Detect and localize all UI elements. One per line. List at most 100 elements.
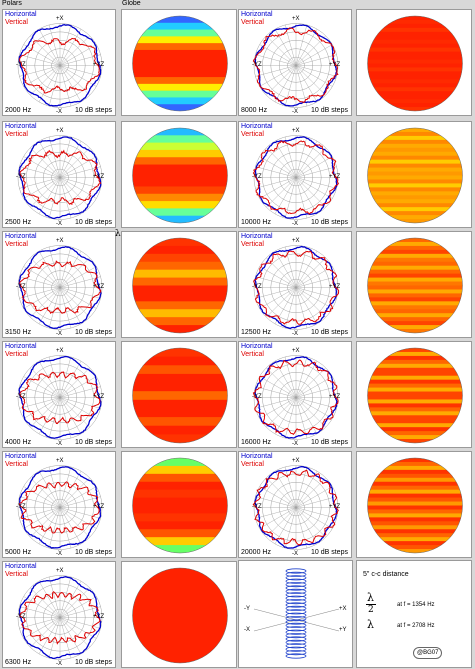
globe-band: [367, 549, 463, 553]
polar-svg: [17, 575, 103, 660]
grid-spoke: [266, 35, 297, 66]
polars-header: Polars: [2, 0, 22, 7]
grid-spoke: [59, 477, 90, 508]
globe-outline: [367, 237, 463, 334]
globe-band: [367, 407, 463, 412]
globe-band: [367, 199, 463, 204]
axis-plus-x: +X: [56, 15, 64, 22]
axis-minus-yz: -YZ: [252, 393, 262, 400]
polar-plot-left-2: Horizontal Vertical 3150 Hz 10 dB steps +X -X…: [2, 231, 116, 338]
grid-spoke: [274, 471, 297, 508]
horizontal-trace: [18, 355, 102, 439]
axis-minus-x: -X: [292, 330, 298, 337]
globe-band: [367, 183, 463, 188]
axis-plus-x: +X: [292, 347, 300, 354]
globe-band: [367, 71, 463, 76]
globe-band: [132, 434, 228, 443]
globe-band: [132, 97, 228, 105]
globe-band: [367, 363, 463, 369]
globe-plot-right-2: [356, 231, 472, 338]
globe-band: [367, 103, 463, 108]
vertical-trace: [253, 250, 340, 325]
array-driver: [285, 585, 307, 591]
array-driver: [285, 598, 307, 605]
axis-minus-yz: -YZ: [16, 61, 26, 68]
globe-band: [367, 427, 463, 432]
grid-spoke: [295, 246, 308, 288]
array-driver: [285, 588, 307, 594]
polar-plot-right-3: Horizontal Vertical 16000 Hz 10 dB steps +X -…: [238, 341, 352, 448]
axis-plus-x: +X: [56, 567, 64, 574]
grid-spoke: [38, 141, 61, 178]
globe-band: [132, 128, 228, 136]
globe-band: [367, 35, 463, 41]
globe-band: [367, 403, 463, 408]
full-freq-label: at f = 2708 Hz: [397, 623, 435, 629]
legend-horizontal: Horizontal: [5, 453, 37, 460]
grid-spoke: [295, 141, 318, 178]
steps-label: 10 dB steps: [311, 329, 348, 336]
grid-spoke: [38, 361, 61, 398]
grid-spoke: [295, 266, 333, 288]
axis-plus-yz: +YZ: [329, 393, 341, 400]
globe-band: [367, 465, 463, 471]
grid-spoke: [295, 65, 308, 107]
grid-spoke: [59, 496, 101, 508]
globe-band: [132, 269, 228, 279]
globe-band: [367, 289, 463, 295]
globe-outline: [132, 127, 228, 224]
grid-spoke: [23, 596, 61, 618]
horizontal-trace: [18, 246, 102, 329]
grid-spoke: [259, 486, 297, 508]
globe-plot-right-0: [356, 9, 472, 116]
array-driver: [285, 602, 307, 608]
grid-spoke: [295, 177, 337, 189]
grid-spoke: [259, 266, 297, 288]
globe-band: [367, 269, 463, 275]
grid-spoke: [23, 486, 61, 508]
globe-band: [132, 253, 228, 263]
frequency-label: 10000 Hz: [241, 219, 271, 226]
grid-spoke: [59, 177, 97, 199]
globe-band: [367, 351, 463, 357]
grid-spoke: [295, 507, 333, 529]
globe-band: [367, 497, 463, 503]
steps-label: 10 dB steps: [75, 659, 112, 666]
grid-spoke: [295, 356, 308, 398]
globe-band: [367, 285, 463, 291]
array-driver: [285, 639, 307, 646]
polar-svg: [253, 245, 340, 330]
globe-band: [367, 139, 463, 145]
grid-spoke: [295, 65, 326, 96]
grid-spoke: [30, 147, 61, 178]
array-driver: [285, 571, 307, 577]
globe-band: [367, 131, 463, 137]
globe-svg: [367, 457, 463, 554]
globe-band: [367, 537, 463, 542]
grid-spoke: [59, 386, 101, 398]
array-driver: [285, 615, 307, 622]
globe-band: [367, 533, 463, 538]
axis-plus-yz: +YZ: [329, 283, 341, 290]
globe-outline: [132, 237, 228, 334]
globe-band: [367, 477, 463, 483]
globe-band: [367, 99, 463, 104]
legend-vertical: Vertical: [5, 131, 28, 138]
globe-band: [132, 521, 228, 530]
globe-band: [132, 529, 228, 538]
globe-band: [132, 513, 228, 522]
axis-minus-x: -X: [56, 550, 62, 557]
array-driver: [285, 626, 307, 632]
grid-spoke: [274, 141, 297, 178]
legend-vertical: Vertical: [5, 461, 28, 468]
globe-plot-left-5: [121, 561, 237, 668]
globe-band: [367, 485, 463, 491]
legend-vertical: Vertical: [241, 461, 264, 468]
globe-band: [367, 461, 463, 467]
grid-spoke: [274, 65, 297, 102]
frequency-label: 20000 Hz: [241, 549, 271, 556]
grid-spoke: [48, 507, 61, 549]
globe-band: [367, 143, 463, 149]
globe-band: [367, 19, 463, 25]
globe-band: [367, 367, 463, 373]
